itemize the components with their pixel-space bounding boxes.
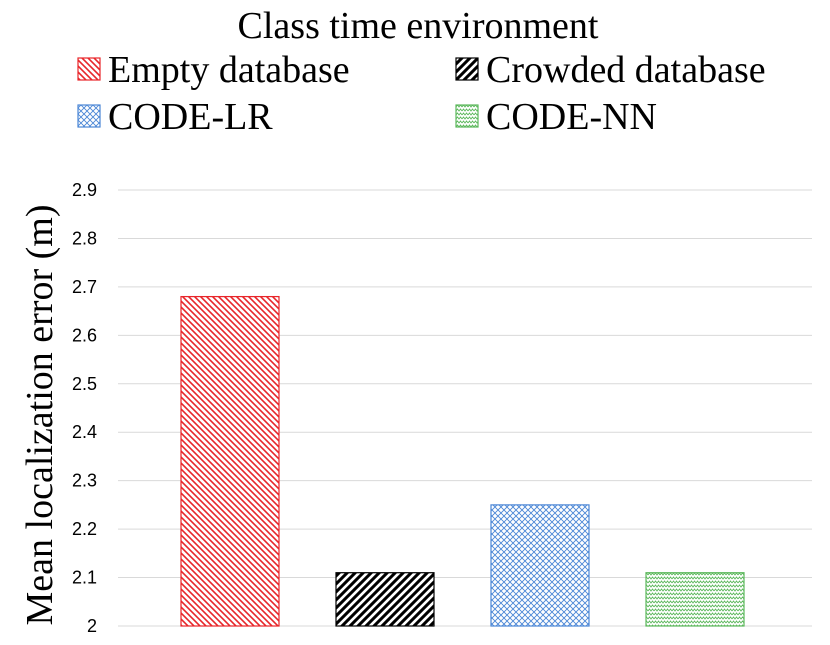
y-tick-label: 2.7	[72, 277, 97, 297]
legend-item: CODE-LR	[77, 96, 273, 138]
y-tick-label: 2	[87, 616, 97, 636]
legend-swatch	[455, 57, 479, 81]
legend-label: Crowded database	[486, 49, 766, 91]
bar-code-lr	[490, 504, 590, 627]
legend-swatch	[77, 57, 101, 81]
y-tick-label: 2.5	[72, 374, 97, 394]
bar-empty-database	[180, 295, 280, 627]
legend-item: Crowded database	[455, 49, 766, 91]
bars	[180, 295, 745, 627]
y-tick-label: 2.3	[72, 471, 97, 491]
chart-title: Class time environment	[238, 5, 599, 47]
bar-crowded-database	[335, 572, 435, 627]
legend-label: CODE-NN	[486, 96, 657, 138]
legend: Empty database Crowded database CODE-LR COD…	[77, 49, 766, 138]
y-tick-label: 2.1	[72, 568, 97, 588]
y-axis-label: Mean localization error (m)	[19, 205, 61, 626]
legend-item: Empty database	[77, 49, 350, 91]
y-tick-label: 2.8	[72, 228, 97, 248]
y-tick-label: 2.2	[72, 519, 97, 539]
y-tick-label: 2.4	[72, 422, 97, 442]
y-tick-label: 2.6	[72, 325, 97, 345]
y-axis-ticks: 2 2.1 2.2 2.3 2.4 2.5 2.6 2.7 2.8 2.9	[72, 180, 97, 636]
legend-swatch	[455, 104, 479, 128]
bar-code-nn	[645, 572, 745, 627]
legend-label: CODE-LR	[108, 96, 273, 138]
y-tick-label: 2.9	[72, 180, 97, 200]
legend-label: Empty database	[108, 49, 350, 91]
legend-swatch	[77, 104, 101, 128]
legend-item: CODE-NN	[455, 96, 657, 138]
